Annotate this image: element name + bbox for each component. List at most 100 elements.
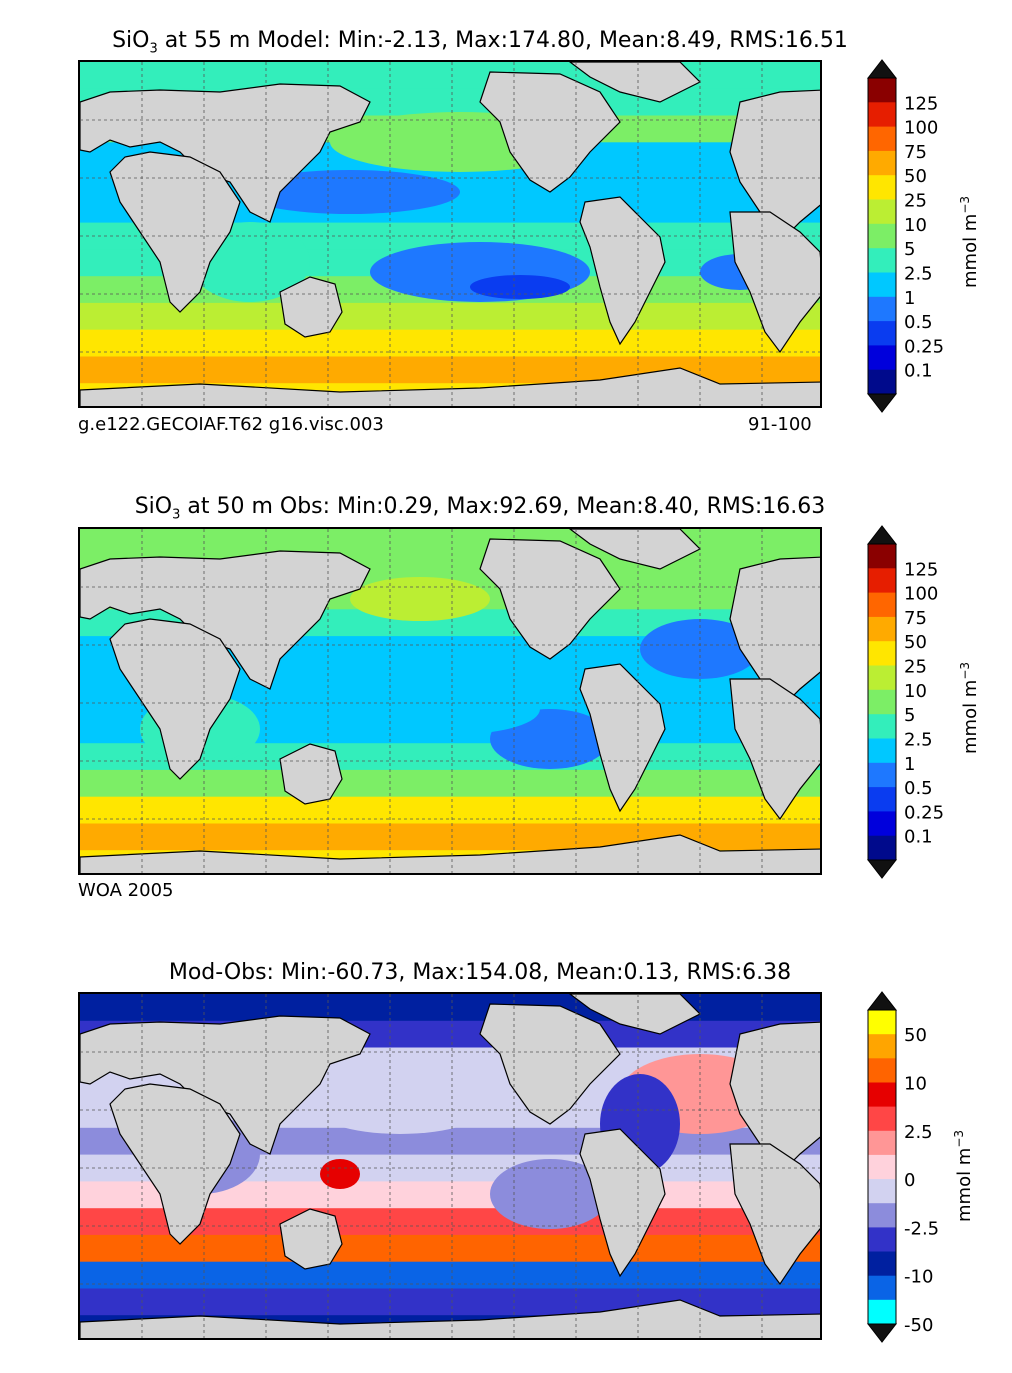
- colorbar-swatch: [868, 665, 896, 691]
- land-mass: [279, 276, 343, 338]
- colorbar-swatch: [868, 345, 896, 371]
- ocean-contour-region: [320, 1159, 360, 1189]
- panel2-colorbar-label-sup: −3: [958, 661, 972, 680]
- land-mass: [729, 678, 820, 821]
- colorbar-swatch: [868, 78, 896, 103]
- colorbar-swatch: [868, 811, 896, 837]
- ocean-band: [80, 62, 820, 90]
- colorbar-swatch: [868, 592, 896, 618]
- land-mass: [569, 994, 702, 1035]
- colorbar-swatch: [868, 1082, 896, 1108]
- colorbar-tick-label: 2.5: [904, 264, 933, 285]
- colorbar-swatch: [868, 1154, 896, 1180]
- colorbar-tick-label: -50: [904, 1315, 933, 1336]
- ocean-band: [80, 796, 820, 825]
- colorbar-extend-min: [866, 859, 898, 879]
- colorbar-tick-label: 10: [904, 215, 927, 236]
- panel1-title-sub: 3: [149, 41, 158, 57]
- colorbar-swatch: [868, 248, 896, 273]
- colorbar-tick-label: 25: [904, 657, 927, 678]
- ocean-band: [80, 302, 820, 331]
- ocean-band: [80, 1234, 820, 1263]
- colorbar-tick-label: 0.1: [904, 361, 933, 382]
- colorbar-swatch: [868, 1251, 896, 1277]
- panel3-colorbar-label-text: mmol m: [954, 1147, 975, 1222]
- colorbar-tick-label: 0.5: [904, 312, 933, 333]
- land-mass: [80, 367, 820, 406]
- colorbar-swatch: [868, 296, 896, 322]
- colorbar-tick-label: 50: [904, 1025, 927, 1046]
- colorbar-tick-label: 25: [904, 191, 927, 212]
- panel3-title: Mod-Obs: Min:-60.73, Max:154.08, Mean:0.…: [0, 960, 960, 985]
- land-mass: [109, 151, 241, 313]
- colorbar-tick-label: 2.5: [904, 1122, 933, 1143]
- colorbar-swatch: [868, 1106, 896, 1132]
- colorbar-swatch: [868, 1299, 896, 1325]
- ocean-band: [80, 1261, 820, 1290]
- land-mass: [569, 529, 702, 570]
- panel1-caption-right: 91-100: [748, 414, 812, 435]
- land-mass: [479, 538, 621, 660]
- colorbar-frame: [867, 77, 897, 395]
- panel2-title: SiO3 at 50 m Obs: Min:0.29, Max:92.69, M…: [0, 494, 960, 522]
- colorbar-swatch: [868, 102, 896, 128]
- colorbar-extend-max: [866, 59, 898, 79]
- colorbar-swatch: [868, 762, 896, 788]
- colorbar-tick-label: 5: [904, 705, 915, 726]
- colorbar-tick-label: 125: [904, 93, 938, 114]
- colorbar-swatch: [868, 1203, 896, 1228]
- ocean-band: [80, 769, 820, 798]
- colorbar-tick-label: 50: [904, 632, 927, 653]
- panel2-map-svg: [80, 529, 820, 873]
- colorbar-extend-min: [866, 393, 898, 413]
- colorbar-tick-label: 0.5: [904, 778, 933, 799]
- colorbar-swatch: [868, 1227, 896, 1253]
- colorbar-tick-label: 10: [904, 681, 927, 702]
- panel3-map: [78, 992, 822, 1340]
- ocean-contour-region: [490, 1159, 610, 1229]
- panel2-colorbar-label-text: mmol m: [960, 679, 981, 754]
- colorbar-swatch: [868, 738, 896, 764]
- land-mass: [479, 1003, 621, 1125]
- panel3-colorbar-label-sup: −3: [952, 1129, 966, 1148]
- colorbar-swatch: [868, 616, 896, 642]
- land-mass: [80, 550, 371, 690]
- colorbar-swatch: [868, 641, 896, 666]
- colorbar-swatch: [868, 272, 896, 298]
- panel1-colorbar-svg: 125 100 75 50 25 10 5 2.5 1 0.5 0.25 0.1: [866, 59, 944, 413]
- land-mass: [80, 1299, 820, 1338]
- ocean-band: [80, 994, 820, 1022]
- ocean-contour-region: [350, 577, 490, 621]
- colorbar-swatch: [868, 126, 896, 152]
- colorbar-tick-label: 0.1: [904, 827, 933, 848]
- colorbar-extend-min: [866, 1323, 898, 1343]
- land-mass: [109, 618, 241, 780]
- ocean-contour-region: [240, 170, 460, 214]
- panel2-map: [78, 527, 822, 875]
- land-mass: [279, 743, 343, 805]
- panel1-caption-left: g.e122.GECOIAF.T62 g16.visc.003: [78, 414, 384, 435]
- land-mass: [80, 834, 820, 873]
- panel2-colorbar-label: mmol m−3: [958, 662, 981, 754]
- colorbar-swatch: [868, 1034, 896, 1059]
- colorbar-swatch: [868, 689, 896, 715]
- colorbar-swatch: [868, 199, 896, 225]
- panel2-title-sub: 3: [172, 507, 181, 523]
- colorbar-frame: [867, 1009, 897, 1325]
- panel3-colorbar: 50 10 2.5 0 -2.5 -10 -50: [866, 991, 939, 1343]
- land-mass: [579, 663, 666, 813]
- colorbar-tick-label: 5: [904, 239, 915, 260]
- land-mass: [579, 1128, 666, 1278]
- colorbar-swatch: [868, 1010, 896, 1035]
- colorbar-swatch: [868, 369, 896, 395]
- panel1-title-text: at 55 m Model: Min:-2.13, Max:174.80, Me…: [157, 28, 848, 53]
- colorbar-tick-label: 10: [904, 1074, 927, 1095]
- colorbar-swatch: [868, 787, 896, 812]
- panel1-colorbar-label-sup: −3: [958, 195, 972, 214]
- colorbar-frame: [867, 543, 897, 861]
- colorbar-swatch: [868, 1275, 896, 1301]
- ocean-contour-region: [380, 684, 540, 734]
- panel3-map-svg: [80, 994, 820, 1338]
- land-mass: [569, 62, 702, 103]
- colorbar-swatch: [868, 544, 896, 569]
